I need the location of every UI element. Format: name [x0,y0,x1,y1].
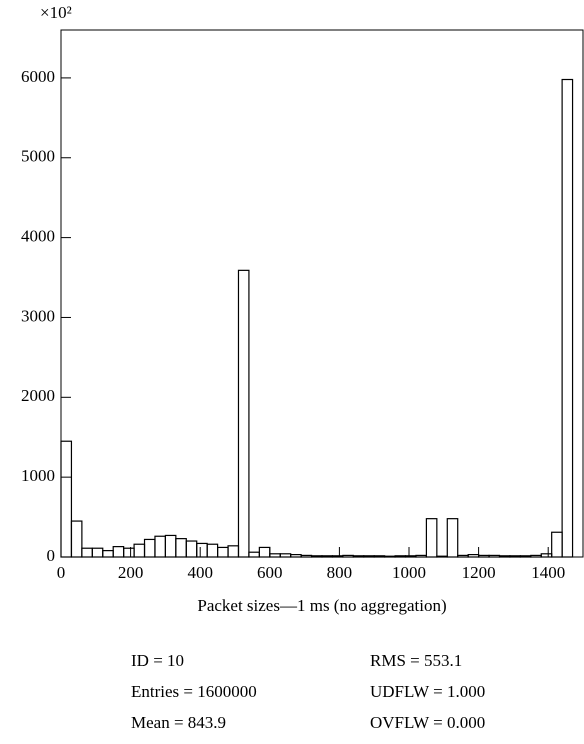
histogram-bar [321,555,334,558]
histogram-bar [206,543,219,558]
stat-text: UDFLW = 1.000 [370,682,485,701]
histogram-bar [227,545,240,558]
histogram-bar [467,554,480,558]
x-tick-label: 200 [118,563,144,582]
histogram-bar [519,555,532,558]
y-tick-label: 0 [47,546,56,565]
x-tick-label: 0 [57,563,66,582]
histogram-bar [123,547,135,558]
x-tick-label: 800 [327,563,353,582]
x-tick-label: 400 [187,563,213,582]
histogram-bar [112,546,125,558]
histogram-bar [342,554,354,558]
y-tick-label: 2000 [21,386,55,405]
stat-text: RMS = 553.1 [370,651,462,670]
histogram-bar [352,555,365,558]
histogram-bar [310,555,323,558]
histogram-bar [154,535,167,558]
stat-text: Entries = 1600000 [131,682,257,701]
x-tick-label: 1000 [392,563,426,582]
histogram-bar [530,554,542,558]
histogram-bar [404,555,417,558]
plot-frame [60,29,584,558]
histogram-bar [363,555,375,558]
histogram-bar [446,518,459,558]
histogram-bar [81,547,93,558]
histogram-bar [300,554,313,558]
x-tick-label: 1200 [462,563,496,582]
histogram-bar [91,547,104,558]
histogram-bar [269,553,281,558]
stat-text: Mean = 843.9 [131,713,226,732]
histogram-bar [373,555,386,558]
histogram-bar [457,554,469,558]
stat-text: OVFLW = 0.000 [370,713,485,732]
histogram-bar [133,543,146,558]
histogram-bar [509,555,521,558]
histogram-bar [248,551,260,558]
y-tick-label: 5000 [21,147,55,166]
x-axis-title: Packet sizes—1 ms (no aggregation) [197,596,446,615]
histogram-bar [258,546,271,558]
y-tick-label: 6000 [21,67,55,86]
y-tick-label: 1000 [21,466,55,485]
histogram-bar [237,269,250,558]
histogram-bar [436,555,448,558]
y-tick-label: 3000 [21,306,55,325]
histogram-bar [478,554,490,558]
histogram-bar [143,538,156,558]
histogram-bar [102,550,114,558]
histogram-bar [196,542,208,558]
histogram-bar [217,546,229,558]
histogram-bar [185,540,198,558]
histogram-bar [279,553,292,558]
histogram-bar [331,555,344,558]
histogram-bar [70,520,83,558]
histogram-bar [561,78,574,558]
histogram-bar [60,440,73,558]
histogram-bar [425,518,438,558]
histogram-bar [394,555,407,558]
histogram-bar [164,534,177,558]
histogram-bar [551,531,563,558]
x-tick-label: 1400 [531,563,565,582]
histogram-bar [290,554,302,558]
histogram-bar [498,555,511,558]
y-unit-label: ×10² [40,3,72,22]
histogram-bar [415,554,427,558]
stat-text: ID = 10 [131,651,184,670]
x-tick-label: 600 [257,563,283,582]
histogram-bar [540,553,553,558]
histogram-bar [488,554,501,558]
histogram-bar [384,555,396,558]
histogram-bar [175,538,187,558]
y-tick-label: 4000 [21,227,55,246]
